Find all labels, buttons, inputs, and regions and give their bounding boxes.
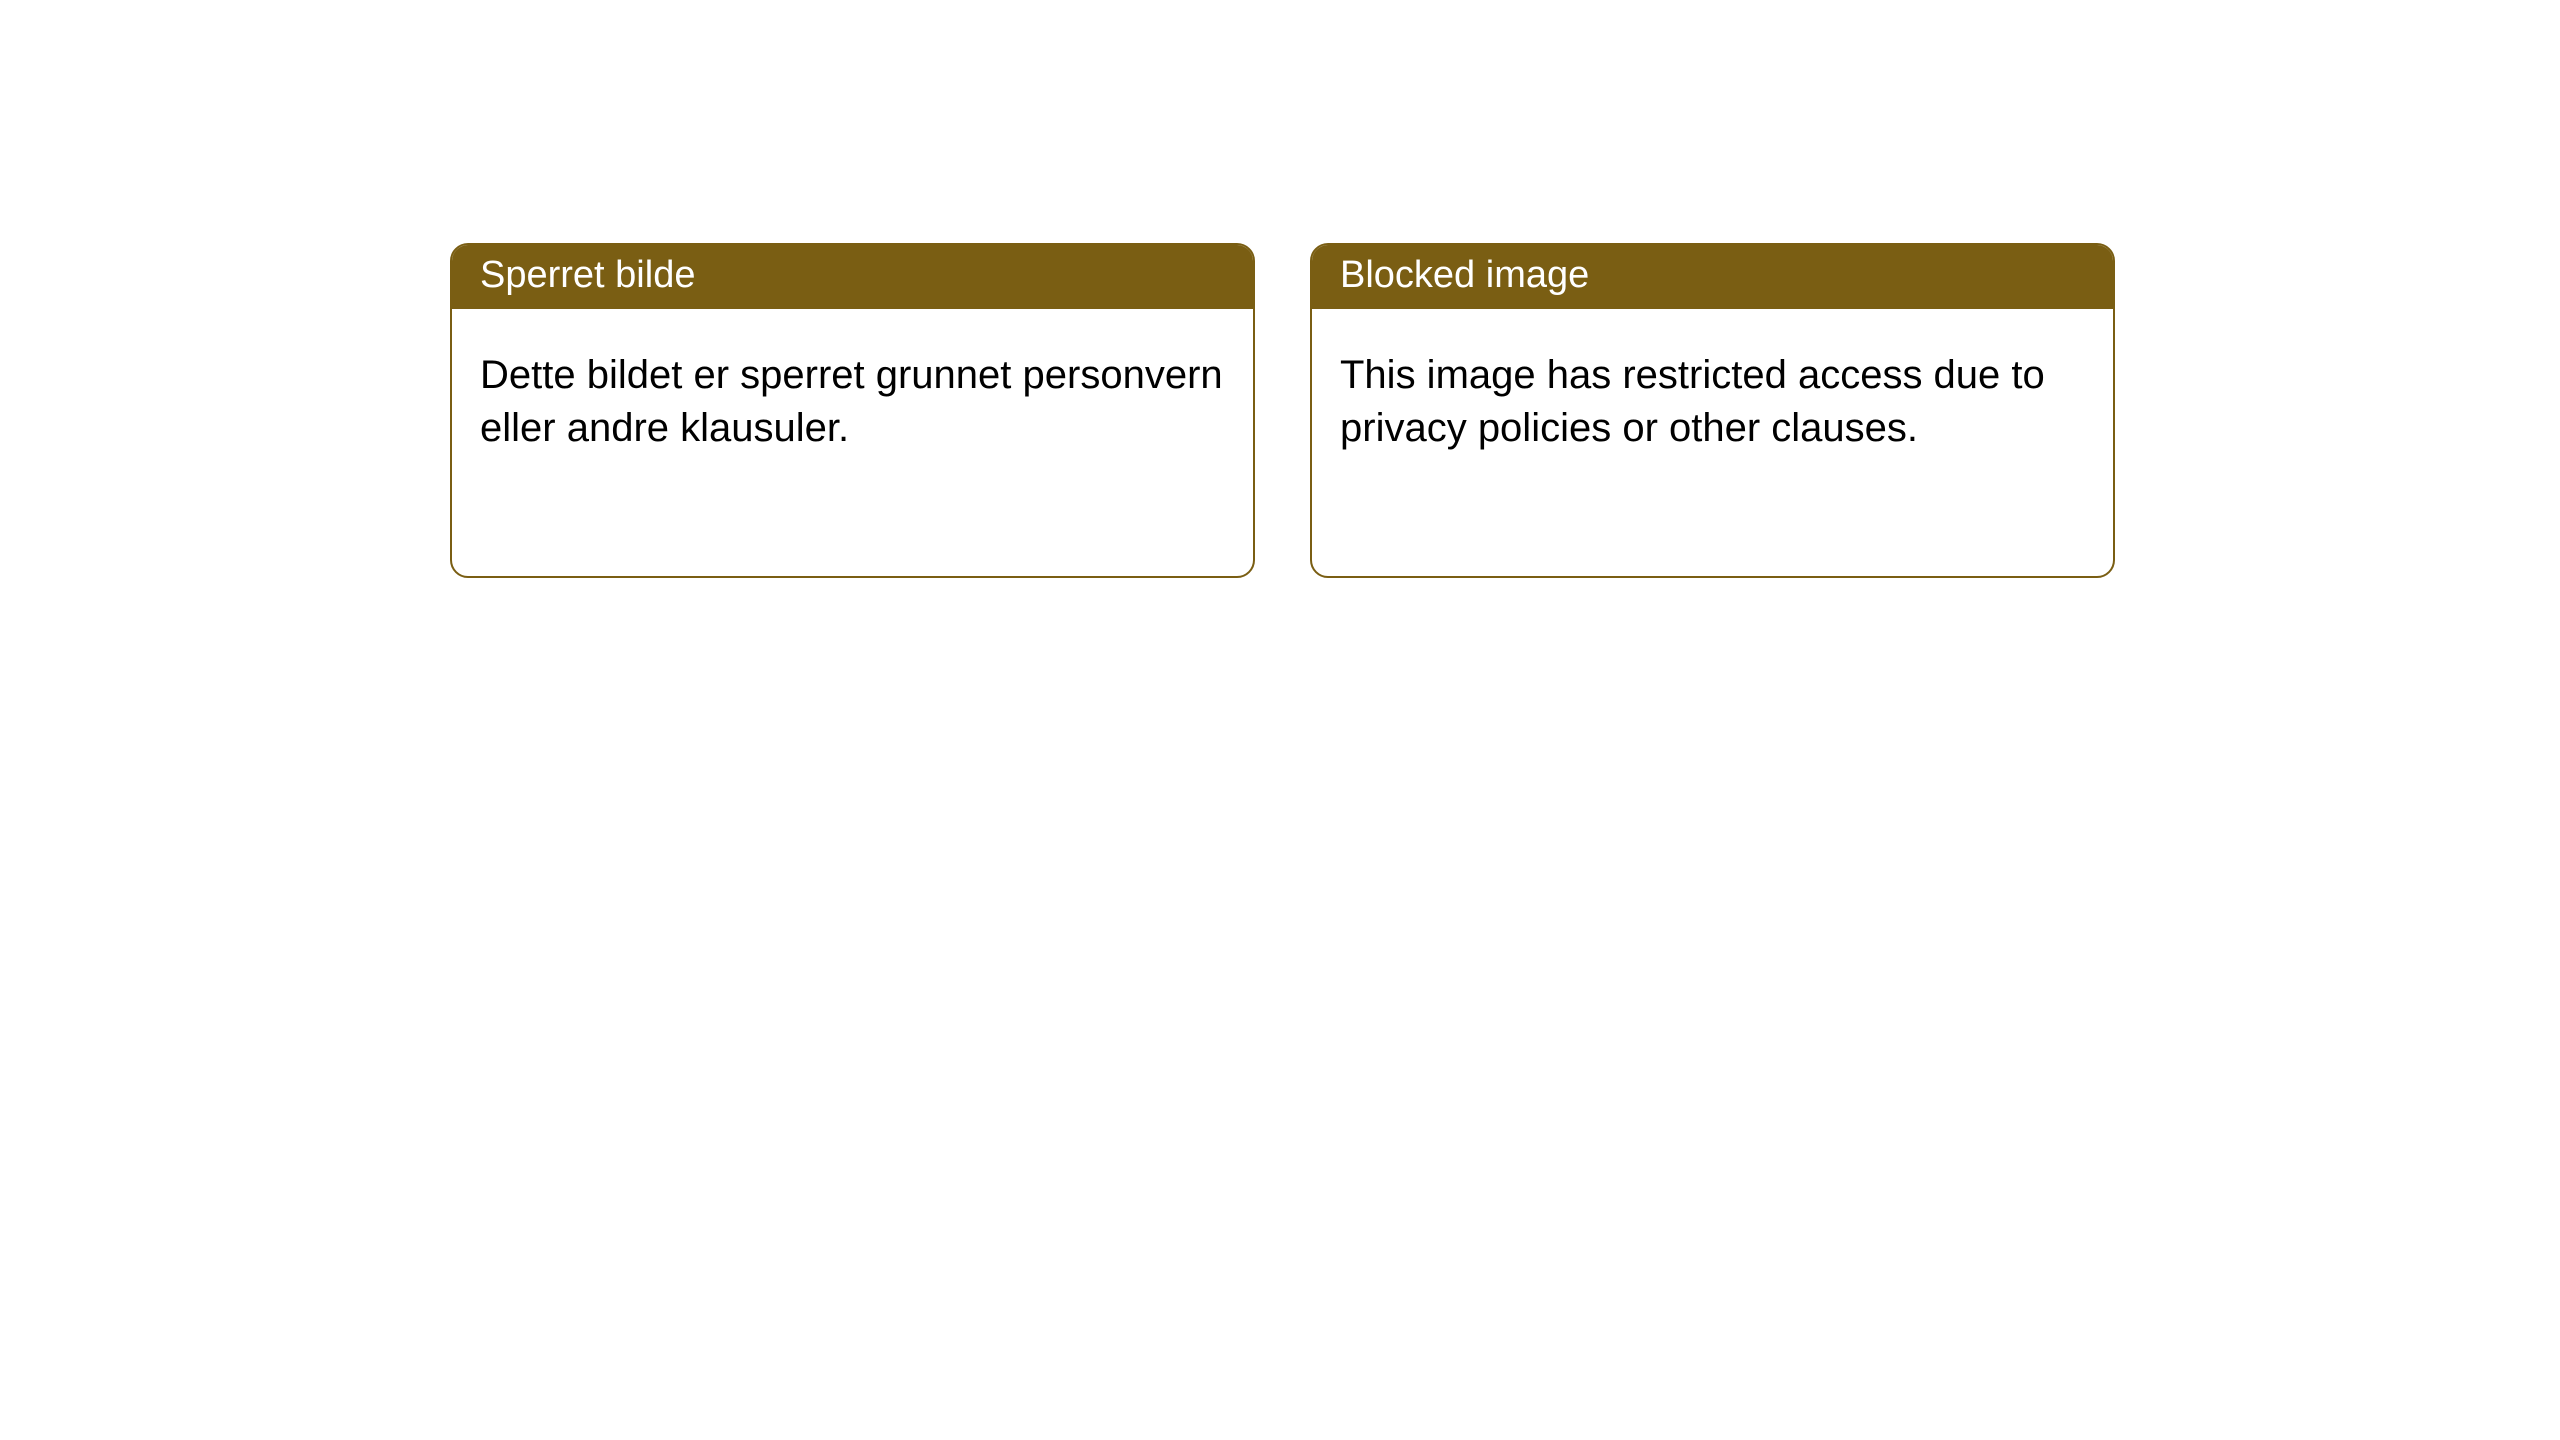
notice-title: Sperret bilde — [480, 254, 695, 296]
notice-body: This image has restricted access due to … — [1312, 309, 2113, 483]
notice-card-norwegian: Sperret bilde Dette bildet er sperret gr… — [450, 243, 1255, 578]
notice-title: Blocked image — [1340, 254, 1589, 296]
notice-header: Blocked image — [1312, 245, 2113, 309]
notice-body-text: This image has restricted access due to … — [1340, 353, 2045, 450]
notice-header: Sperret bilde — [452, 245, 1253, 309]
notice-body: Dette bildet er sperret grunnet personve… — [452, 309, 1253, 483]
notice-container: Sperret bilde Dette bildet er sperret gr… — [0, 0, 2560, 578]
notice-card-english: Blocked image This image has restricted … — [1310, 243, 2115, 578]
notice-body-text: Dette bildet er sperret grunnet personve… — [480, 353, 1223, 450]
